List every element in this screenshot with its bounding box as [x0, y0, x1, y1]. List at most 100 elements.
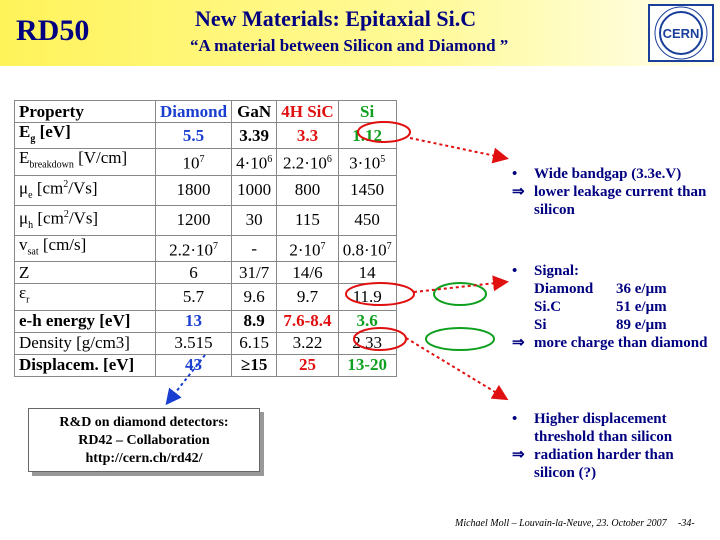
logo-text: CERN — [663, 26, 700, 41]
table-row: μe [cm2/Vs] 1800 1000 800 1450 — [14, 174, 397, 206]
column-header: 4H SiC — [276, 100, 339, 123]
text-segment: [cm — [32, 178, 64, 198]
note-marker: ⇒ — [512, 335, 525, 351]
text-segment: E — [19, 122, 31, 141]
text-segment: 4·10 — [236, 153, 268, 173]
table-cell: 14/6 — [276, 261, 339, 285]
cell-text: 14/6 — [292, 262, 323, 282]
cell-text: 2.33 — [352, 333, 383, 353]
note-text: Wide bandgap (3.3e.V) — [534, 166, 682, 182]
cell-text: 800 — [294, 180, 321, 200]
row-label: Density [g/cm3] — [14, 331, 156, 355]
table-cell: 1450 — [337, 174, 397, 206]
superscript: 2 — [63, 178, 69, 190]
column-header: GaN — [231, 100, 278, 123]
superscript: 7 — [320, 240, 326, 252]
table-cell: 3.6 — [337, 309, 397, 333]
page-number: -34- — [678, 518, 695, 529]
table-cell: ≥15 — [231, 353, 278, 377]
note-text: Signal: — [534, 263, 580, 279]
cell-text: 115 — [295, 210, 320, 230]
signal-row: Si 89 e/μm — [512, 316, 712, 334]
text-segment: Density [g/cm3] — [19, 333, 130, 353]
table-cell: 3.22 — [276, 331, 339, 355]
table-cell: 9.7 — [276, 283, 339, 311]
table-cell: 43 — [154, 353, 233, 377]
superscript: 6 — [326, 154, 332, 166]
table-cell: - — [231, 234, 278, 263]
subscript: h — [28, 219, 34, 231]
table-cell: 107 — [154, 148, 233, 176]
text-segment: Displacem. [eV] — [19, 355, 135, 375]
footer-author: Michael Moll – Louvain-la-Neuve, 23. Oct… — [455, 518, 667, 529]
table-cell: 115 — [276, 204, 339, 236]
table-cell: 0.8·107 — [337, 234, 397, 263]
table-cell: 13-20 — [337, 353, 397, 377]
cell-text: 11.9 — [352, 286, 382, 306]
text-segment: [V/cm] — [73, 148, 128, 168]
cell-text: 3.515 — [174, 333, 213, 353]
note-item: ⇒ radiation harder than silicon (?) — [512, 446, 712, 482]
table-cell: 1000 — [231, 174, 278, 206]
text-segment: E — [19, 148, 30, 168]
cell-text: 6 — [189, 262, 198, 282]
table-row: Density [g/cm3] 3.515 6.15 3.22 2.33 — [14, 331, 397, 355]
signal-cell: Si.C — [534, 299, 562, 315]
cell-text: 30 — [245, 210, 263, 230]
text-segment: /Vs] — [68, 178, 98, 198]
cell-text: 8.9 — [243, 311, 265, 331]
table-cell: 31/7 — [231, 261, 278, 285]
text-segment: v — [19, 234, 28, 254]
superscript: 7 — [386, 240, 392, 252]
text-segment: e-h energy [eV] — [19, 311, 131, 331]
table-row: εr 5.7 9.6 9.7 11.9 — [14, 283, 397, 311]
text-segment: [cm — [33, 208, 64, 228]
subscript: e — [28, 189, 33, 201]
cell-text: 6.15 — [239, 333, 270, 353]
property-table: Property Diamond GaN 4H SiC Si Eg [eV] 5.5 3.39… — [14, 100, 397, 377]
cell-text: 1450 — [350, 180, 385, 200]
cell-text: 5.5 — [182, 125, 205, 145]
column-header: Property — [14, 100, 156, 123]
cell-text: 31/7 — [239, 262, 270, 282]
note-item: ⇒ lower leakage current than silicon — [512, 183, 712, 219]
table-cell: 6 — [154, 261, 233, 285]
cell-text: 3.22 — [292, 333, 323, 353]
table-cell: 450 — [337, 204, 397, 236]
note-item: ⇒ more charge than diamond — [512, 334, 712, 352]
table-cell: 800 — [276, 174, 339, 206]
signal-cell: Diamond — [534, 281, 594, 297]
note-marker: ⇒ — [512, 447, 525, 463]
table-cell: 7.6-8.4 — [276, 309, 339, 333]
table-cell: 5.7 — [154, 283, 233, 311]
text-segment: ε — [19, 283, 27, 303]
row-label: Displacem. [eV] — [14, 353, 156, 377]
table-cell: 2.2·106 — [276, 148, 339, 176]
note-item: • Higher displacement threshold than sili… — [512, 410, 712, 446]
column-header: Si — [337, 100, 397, 123]
text-segment: 3·10 — [349, 153, 381, 173]
text-segment: 2·10 — [289, 240, 321, 260]
table-row: Z 6 31/7 14/6 14 — [14, 261, 397, 285]
header-band — [0, 0, 720, 66]
text-segment: 2.2·10 — [169, 240, 213, 260]
superscript: 2 — [63, 208, 69, 220]
table-cell: 11.9 — [337, 283, 397, 311]
row-label: vsat [cm/s] — [14, 234, 156, 263]
signal-row: Si.C 51 e/μm — [512, 298, 712, 316]
subscript: breakdown — [29, 159, 74, 171]
cell-text: 9.7 — [296, 286, 319, 306]
info-box: R&D on diamond detectors: RD42 – Collabor… — [28, 408, 260, 472]
text-segment: 0.8·10 — [342, 240, 387, 260]
note-item: • Signal: — [512, 262, 712, 280]
subscript: g — [30, 133, 36, 145]
text-segment: 10 — [182, 153, 200, 173]
table-row: vsat [cm/s] 2.2·107-2·107 0.8·107 — [14, 234, 397, 263]
header-row: Property Diamond GaN 4H SiC Si — [14, 100, 397, 123]
cell-text: 43 — [185, 355, 203, 375]
note-text: Higher displacement threshold than silic… — [534, 411, 673, 445]
note-item: • Wide bandgap (3.3e.V) — [512, 165, 712, 183]
text-segment: μ — [19, 208, 29, 228]
note-text: radiation harder than silicon (?) — [534, 447, 674, 481]
text-segment: 2.2·10 — [283, 153, 327, 173]
